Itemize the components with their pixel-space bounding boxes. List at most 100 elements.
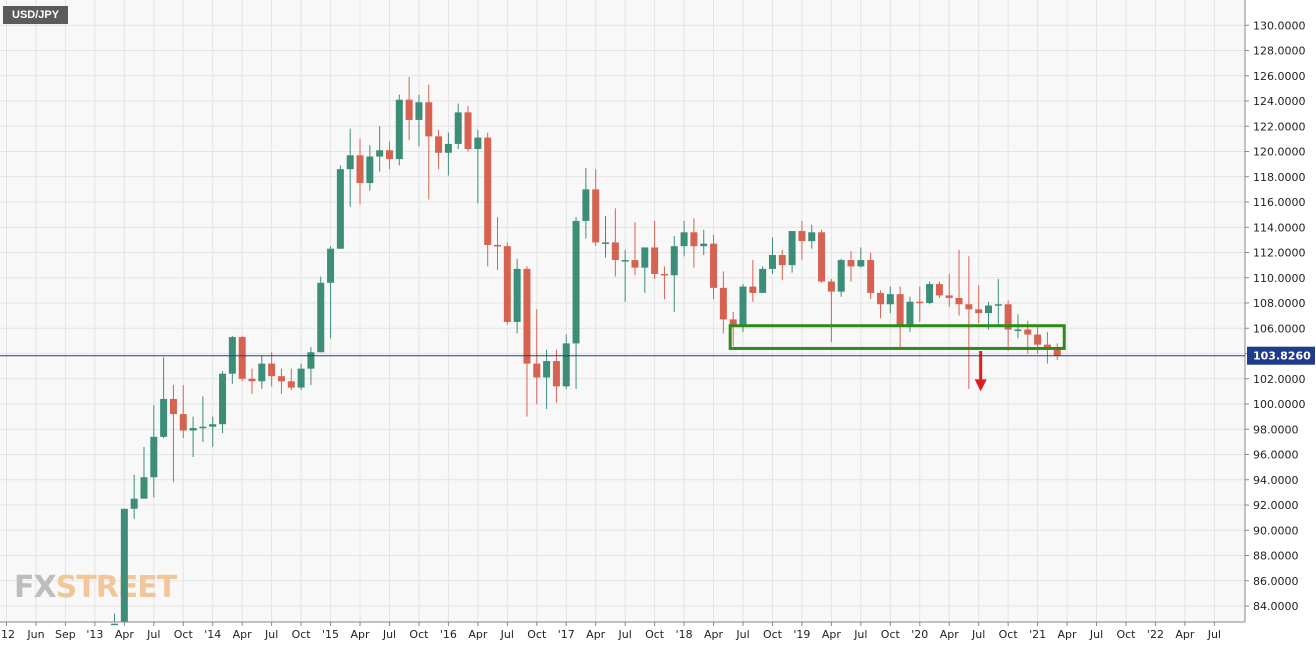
candle-body <box>189 427 197 431</box>
y-tick-label: 116.0000 <box>1253 196 1306 209</box>
candle <box>405 77 413 141</box>
fxstreet-watermark: FXSTREET <box>14 570 179 605</box>
candle <box>474 130 482 204</box>
candle-body <box>209 424 217 427</box>
x-tick-label: Jul <box>853 628 867 641</box>
candle-body <box>847 260 855 267</box>
symbol-badge[interactable]: USD/JPY <box>3 6 69 24</box>
candle-body <box>523 268 531 364</box>
candle <box>268 352 276 387</box>
candle <box>926 281 934 305</box>
x-tick-label: Apr <box>1058 628 1078 641</box>
candle-body <box>552 361 560 387</box>
candle <box>867 252 875 300</box>
candle-body <box>837 260 845 292</box>
candle-body <box>935 284 943 296</box>
price-axis[interactable]: 84.0000 86.0000 88.0000 90.0000 92.0000 94.00… <box>1244 0 1306 622</box>
candle <box>631 222 639 276</box>
candle-body <box>719 287 727 320</box>
candle <box>759 266 767 293</box>
candle-body <box>621 260 629 262</box>
x-tick-label: Oct <box>881 628 901 641</box>
candle <box>346 128 354 208</box>
x-tick-label: '16 <box>440 628 457 641</box>
candle-body <box>317 282 325 353</box>
candle-body <box>778 255 786 266</box>
candle-body <box>277 376 285 382</box>
svg-text:FXSTREET: FXSTREET <box>14 570 178 605</box>
candle-body <box>219 373 227 425</box>
x-tick-label: Oct <box>409 628 429 641</box>
candle-body <box>798 231 806 242</box>
x-tick-label: '20 <box>911 628 928 641</box>
x-tick-label: Apr <box>940 628 960 641</box>
y-tick-label: 86.0000 <box>1253 575 1299 588</box>
candle-body <box>111 623 119 626</box>
candle <box>444 132 452 176</box>
candle <box>1053 343 1061 360</box>
candle <box>945 273 953 307</box>
candle <box>552 349 560 403</box>
candle <box>582 167 590 239</box>
candle-body <box>582 189 590 221</box>
y-tick-label: 96.0000 <box>1253 449 1299 462</box>
candle-body <box>876 292 884 305</box>
candle-body <box>690 232 698 247</box>
y-tick-label: 90.0000 <box>1253 524 1299 537</box>
x-tick-label: '12 <box>0 628 15 641</box>
candle <box>886 286 894 314</box>
candle <box>317 276 325 353</box>
candle-body <box>248 378 256 382</box>
candle-body <box>287 381 295 388</box>
candle <box>297 363 305 391</box>
y-tick-label: 94.0000 <box>1253 474 1299 487</box>
candle <box>130 474 138 519</box>
x-tick-label: Oct <box>527 628 547 641</box>
candle <box>415 94 423 147</box>
candle-body <box>651 247 659 274</box>
candle-body <box>602 242 610 244</box>
candle-body <box>503 246 511 322</box>
candle-body <box>385 150 393 160</box>
x-tick-label: Jun <box>26 628 44 641</box>
x-tick-label: Oct <box>1116 628 1136 641</box>
candle <box>287 368 295 391</box>
candle-body <box>130 498 138 509</box>
candle-body <box>710 243 718 288</box>
candle <box>435 130 443 170</box>
candle <box>641 247 649 293</box>
x-tick-label: Apr <box>233 628 253 641</box>
candle <box>150 405 158 498</box>
candle-body <box>562 343 570 387</box>
candle-body <box>1024 329 1032 335</box>
candle-body <box>268 363 276 377</box>
time-axis[interactable]: '12 Jun Sep '13 Apr Jul Oct '14 Apr Jul Oct '15 Apr J… <box>0 621 1245 641</box>
candles <box>111 77 1061 626</box>
candle <box>651 220 659 280</box>
candle-body <box>641 247 649 268</box>
candle <box>729 311 737 346</box>
gridlines <box>0 0 1245 622</box>
candle <box>680 220 688 257</box>
candle-body <box>1004 304 1012 330</box>
y-tick-label: 102.0000 <box>1253 373 1306 386</box>
candle <box>602 215 610 258</box>
x-tick-label: '22 <box>1147 628 1164 641</box>
candle-body <box>405 99 413 120</box>
candle <box>660 266 668 300</box>
candle-body <box>749 286 757 293</box>
candle <box>248 368 256 394</box>
candle <box>160 357 168 439</box>
candle <box>768 237 776 274</box>
y-tick-label: 110.0000 <box>1253 272 1306 285</box>
x-tick-label: Jul <box>971 628 985 641</box>
candle-body <box>994 304 1002 306</box>
last-price-marker: 103.8260 <box>0 346 1315 365</box>
candle <box>336 165 344 249</box>
x-tick-label: '18 <box>676 628 693 641</box>
candle <box>955 249 963 316</box>
x-tick-label: Apr <box>704 628 724 641</box>
candle <box>169 385 177 483</box>
x-tick-label: '13 <box>86 628 103 641</box>
